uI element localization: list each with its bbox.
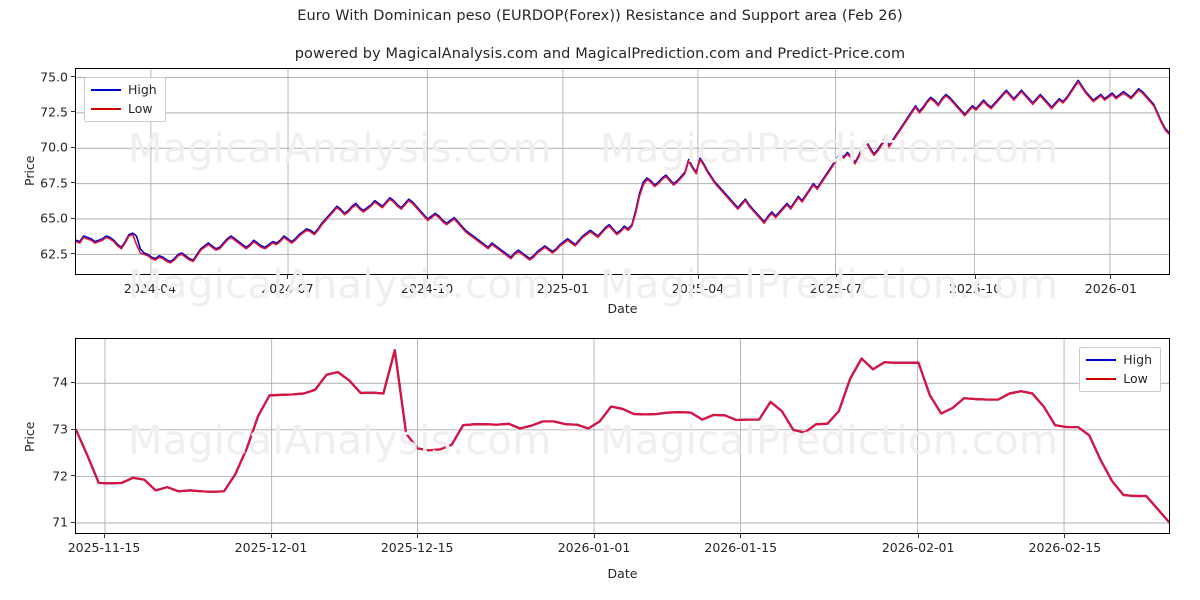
y-tick-mark [71,217,75,219]
x-tick-mark [593,534,595,538]
legend-label-high: High [128,82,157,97]
x-tick-mark [1064,534,1066,538]
y-tick-mark [71,182,75,184]
x-tick-label: 2025-12-01 [234,540,308,555]
x-tick-label: 2025-11-15 [67,540,141,555]
y-tick-mark [71,475,75,477]
y-tick-mark [71,76,75,77]
y-tick-label: 72.5 [40,104,68,120]
x-tick-label: 2026-01 [1084,281,1137,296]
x-tick-label: 2025-07 [809,281,863,296]
x-tick-mark [426,275,428,279]
series-line-high [76,350,1169,522]
legend-label-high: High [1123,352,1152,367]
legend-row-high: High [91,83,157,97]
y-tick-label: 67.5 [40,175,68,191]
legend-swatch-low [1086,378,1117,380]
x-tick-label: 2024-04 [123,281,177,296]
legend-swatch-high [1086,359,1117,361]
overview-legend: High Low [84,77,166,122]
page-subtitle: powered by MagicalAnalysis.com and Magic… [294,46,906,62]
x-tick-mark [697,275,699,279]
series-line-low [76,350,1169,522]
x-tick-label: 2026-01-15 [704,540,778,555]
detail-legend: High Low [1079,347,1161,392]
legend-row-low: Low [1086,372,1152,386]
y-tick-mark [71,381,75,383]
y-tick-label: 65.0 [40,210,68,226]
x-tick-mark [835,275,837,279]
x-tick-mark [416,534,418,538]
overview-plot-svg [76,69,1169,274]
x-tick-mark [740,534,742,538]
y-tick-label: 62.5 [40,246,68,262]
x-tick-mark [286,275,288,279]
legend-label-low: Low [128,101,153,116]
legend-label-low: Low [1123,371,1148,386]
y-tick-label: 73 [52,421,68,437]
series-line-low [76,82,1169,263]
x-tick-mark [1110,275,1112,279]
x-tick-mark [917,534,919,538]
x-tick-label: 2025-10 [948,281,1002,296]
x-tick-label: 2025-01 [536,281,589,296]
x-tick-mark [562,275,564,279]
x-tick-mark [149,275,151,279]
y-tick-mark [71,146,75,148]
x-tick-label: 2024-07 [261,281,314,296]
y-tick-mark [71,521,75,523]
y-tick-mark [71,111,75,113]
y-tick-mark [71,253,75,255]
x-tick-label: 2026-02-15 [1028,540,1102,555]
x-tick-mark [103,534,105,538]
y-tick-label: 72 [52,468,68,484]
detail-x-axis-label: Date [607,566,638,581]
x-tick-mark [270,534,272,538]
legend-swatch-high [91,89,121,91]
page-title: Euro With Dominican peso (EURDOP(Forex))… [297,8,903,24]
legend-row-low: Low [91,102,157,116]
x-tick-label: 2026-02-01 [881,540,955,555]
overview-plot-area [75,68,1170,275]
detail-y-axis-label: Price [22,421,37,453]
y-tick-label: 75.0 [40,69,68,84]
y-tick-label: 71 [52,514,68,530]
x-tick-label: 2024-10 [400,281,454,296]
y-tick-label: 70.0 [40,139,68,155]
overview-chart-panel: 62.5 65.0 67.5 70.0 72.5 75.0 2024-04 2024-07 2… [40,68,1170,296]
legend-row-high: High [1086,353,1152,367]
y-tick-mark [71,428,75,430]
x-tick-label: 2025-04 [671,281,725,296]
detail-plot-svg [76,339,1169,533]
x-tick-mark [974,275,976,279]
y-tick-label: 74 [52,374,68,390]
x-tick-label: 2025-12-15 [380,540,454,555]
series-line-high [76,80,1169,261]
detail-plot-area [75,338,1170,534]
overview-y-axis-label: Price [22,155,37,187]
overview-x-axis-label: Date [607,301,638,316]
detail-chart-panel: 71 72 73 74 2025-11-15 2025-12-01 2025-12-15 2… [52,338,1170,555]
legend-swatch-low [91,108,121,110]
x-tick-label: 2026-01-01 [557,540,631,555]
